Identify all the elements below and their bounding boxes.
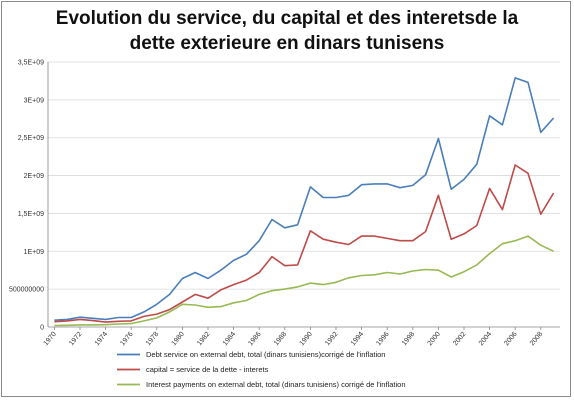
x-tick-label: 1976 xyxy=(119,331,134,348)
chart-title-line-2: dette exterieure en dinars tunisens xyxy=(129,33,445,54)
x-tick-label: 1998 xyxy=(401,331,416,348)
x-tick-label: 2004 xyxy=(478,331,493,348)
legend-label-1: Debt service on external debt, total (di… xyxy=(146,350,385,359)
y-tick-label: 1E+09 xyxy=(24,249,45,256)
x-tick-label: 1978 xyxy=(145,331,160,348)
series-line-3 xyxy=(54,235,554,327)
series-line-1 xyxy=(54,77,555,321)
series-line-2 xyxy=(54,164,555,323)
x-tick-label: 1972 xyxy=(68,331,83,348)
legend-label-2: capital = service de la dette - interets xyxy=(146,365,269,374)
y-tick-label: 2,5E+09 xyxy=(18,135,44,142)
chart-title-line-1: Evolution du service, du capital et des … xyxy=(55,8,519,29)
x-tick-label: 1982 xyxy=(196,331,211,348)
chart-title: Evolution du service, du capital et des … xyxy=(0,6,574,56)
x-tick-label: 1984 xyxy=(222,331,237,348)
x-tick-label: 1974 xyxy=(94,331,109,348)
x-tick-label: 1992 xyxy=(324,331,339,348)
x-tick-label: 2000 xyxy=(427,331,442,348)
x-tick-label: 2002 xyxy=(452,331,467,348)
y-tick-label: 2E+09 xyxy=(24,173,45,180)
legend-label-3: Interest payments on external debt, tota… xyxy=(146,380,406,389)
x-tick-label: 1994 xyxy=(350,331,365,348)
x-tick-label: 1996 xyxy=(375,331,390,348)
y-tick-label: 500000000 xyxy=(9,287,44,294)
x-tick-label: 1988 xyxy=(273,331,288,348)
y-tick-label: 3,5E+09 xyxy=(18,60,44,67)
x-tick-label: 2008 xyxy=(529,331,544,348)
x-tick-label: 1986 xyxy=(247,331,262,348)
y-tick-label: 0 xyxy=(40,325,44,332)
y-tick-label: 3E+09 xyxy=(24,97,45,104)
x-tick-label: 1980 xyxy=(171,331,186,348)
x-tick-label: 1990 xyxy=(299,331,314,348)
x-tick-label: 2006 xyxy=(503,331,518,348)
x-tick-label: 1970 xyxy=(43,331,58,348)
y-tick-label: 1,5E+09 xyxy=(18,211,44,218)
